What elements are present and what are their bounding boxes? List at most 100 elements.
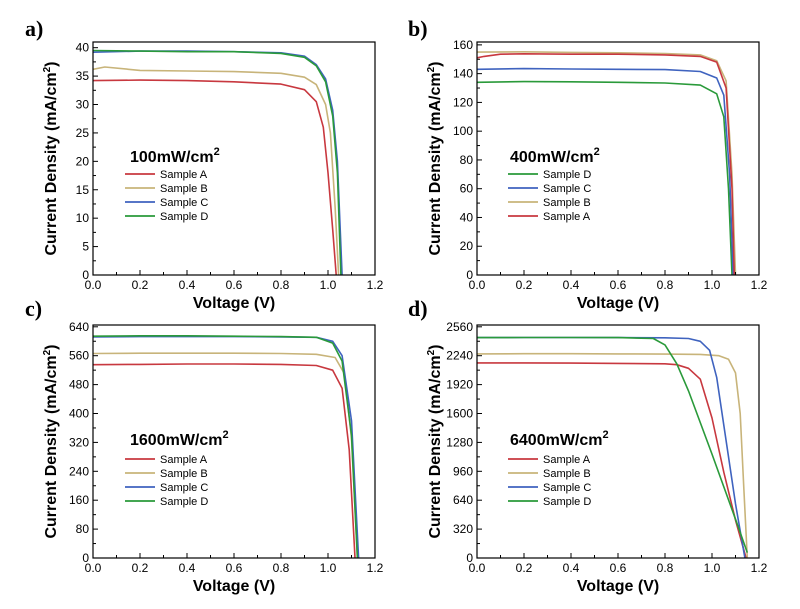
x-tick-label: 0.0 [469, 278, 486, 292]
series-line-sample-a [477, 362, 747, 558]
legend-label: Sample B [160, 183, 208, 195]
y-axis-title-main: Current Density (mA/cm [427, 355, 444, 538]
x-tick-label: 0.6 [226, 278, 243, 292]
x-tick-label: 0.0 [85, 561, 102, 575]
x-tick-label: 0.0 [469, 561, 486, 575]
x-tick-label: 0.8 [657, 561, 674, 575]
series-group [93, 49, 343, 275]
y-tick-label: 1280 [446, 435, 473, 449]
y-axis-title-sup: 2 [426, 66, 437, 72]
series-line-sample-a [93, 79, 337, 275]
series-group [93, 334, 360, 558]
legend-label: Sample C [543, 183, 591, 195]
y-tick-label: 15 [76, 183, 90, 197]
y-tick-label: 640 [69, 320, 89, 334]
series-line-sample-d [93, 49, 342, 275]
series-line-sample-c [477, 67, 734, 275]
x-tick-label: 0.2 [132, 561, 149, 575]
intensity-label: 1600mW/cm2 [130, 429, 229, 449]
x-tick-label: 1.2 [751, 561, 768, 575]
y-tick-label: 560 [69, 349, 89, 363]
x-axis-title: Voltage (V) [577, 578, 659, 595]
y-tick-label: 320 [69, 435, 89, 449]
y-axis-title-sup: 2 [42, 349, 53, 355]
intensity-main: 1600mW/cm [130, 432, 223, 449]
chart-panel-4: d) 0.0 0.2 0.4 0.6 0.8 1.0 1.2 0 320 640 960 1280 160… [408, 296, 768, 595]
series-group [477, 336, 749, 558]
y-tick-label: 640 [453, 493, 473, 507]
series-line-sample-d [477, 80, 733, 275]
y-tick-label: 2240 [446, 349, 473, 363]
x-tick-label: 0.2 [132, 278, 149, 292]
y-axis-title: Current Density (mA/cm2) [426, 61, 444, 255]
y-axis-title: Current Density (mA/cm2) [42, 61, 60, 255]
y-tick-label: 10 [76, 211, 90, 225]
x-tick-label: 1.0 [704, 561, 721, 575]
x-tick-label: 0.6 [226, 561, 243, 575]
legend-label: Sample B [543, 197, 591, 209]
x-tick-label: 0.8 [657, 278, 674, 292]
y-tick-label: 30 [76, 98, 90, 112]
y-tick-label: 1920 [446, 378, 473, 392]
x-tick-label: 0.4 [563, 561, 580, 575]
x-tick-label: 1.0 [320, 278, 337, 292]
x-tick-label: 1.0 [704, 278, 721, 292]
y-tick-label: 25 [76, 126, 90, 140]
legend-label: Sample A [160, 454, 208, 466]
panel-letter: d) [408, 296, 428, 321]
panel-letter: c) [25, 296, 42, 321]
legend-label: Sample D [160, 496, 208, 508]
y-tick-label: 20 [76, 154, 90, 168]
x-axis-title: Voltage (V) [193, 578, 275, 595]
y-tick-label: 40 [76, 41, 90, 55]
x-tick-label: 0.4 [179, 561, 196, 575]
y-tick-label: 80 [460, 153, 474, 167]
y-axis-title-main: Current Density (mA/cm [43, 72, 60, 255]
x-tick-label: 0.0 [85, 278, 102, 292]
x-tick-label: 0.6 [610, 561, 627, 575]
intensity-sup: 2 [603, 429, 609, 441]
y-tick-label: 60 [460, 182, 474, 196]
legend-label: Sample A [543, 454, 591, 466]
y-axis-title-sup: 2 [42, 66, 53, 72]
panel-letter: a) [25, 16, 43, 41]
y-tick-label: 0 [82, 551, 89, 565]
intensity-main: 400mW/cm [510, 149, 594, 166]
y-tick-label: 0 [466, 551, 473, 565]
legend-label: Sample D [543, 496, 591, 508]
intensity-sup: 2 [223, 429, 229, 441]
y-axis-title: Current Density (mA/cm2) [42, 344, 60, 538]
x-tick-label: 1.0 [320, 561, 337, 575]
series-line-sample-a [93, 363, 356, 558]
y-axis-title-sup: 2 [426, 349, 437, 355]
x-tick-label: 1.2 [367, 561, 384, 575]
y-axis-title-main: Current Density (mA/cm [43, 355, 60, 538]
y-tick-label: 35 [76, 69, 90, 83]
legend-label: Sample C [543, 482, 591, 494]
legend-label: Sample D [543, 169, 591, 181]
x-axis-title: Voltage (V) [577, 295, 659, 312]
legend-label: Sample C [160, 482, 208, 494]
y-axis-title-end: ) [43, 61, 60, 66]
y-axis-title-end: ) [427, 344, 444, 349]
intensity-label: 400mW/cm2 [510, 146, 600, 166]
y-tick-label: 0 [466, 268, 473, 282]
y-tick-label: 100 [453, 124, 473, 138]
series-line-sample-a [477, 52, 736, 275]
x-tick-label: 1.2 [751, 278, 768, 292]
series-line-sample-d [477, 336, 749, 553]
chart-panel-2: b) 0.0 0.2 0.4 0.6 0.8 1.0 1.2 0 20 40 60 80 100 120 14… [408, 16, 768, 312]
chart-panel-1: a) 0.0 0.2 0.4 0.6 0.8 1.0 1.2 0 5 10 15 20 25 30 35 40 V… [25, 16, 384, 312]
intensity-sup: 2 [214, 146, 220, 158]
y-tick-label: 5 [82, 240, 89, 254]
y-tick-label: 0 [82, 268, 89, 282]
y-tick-label: 20 [460, 239, 474, 253]
chart-panel-3: c) 0.0 0.2 0.4 0.6 0.8 1.0 1.2 0 80 160 240 320 400 48… [25, 296, 384, 595]
x-tick-label: 0.4 [563, 278, 580, 292]
legend-label: Sample B [160, 468, 208, 480]
x-tick-label: 0.8 [273, 278, 290, 292]
x-tick-label: 0.4 [179, 278, 196, 292]
x-tick-label: 0.6 [610, 278, 627, 292]
series-line-sample-b [477, 352, 749, 558]
